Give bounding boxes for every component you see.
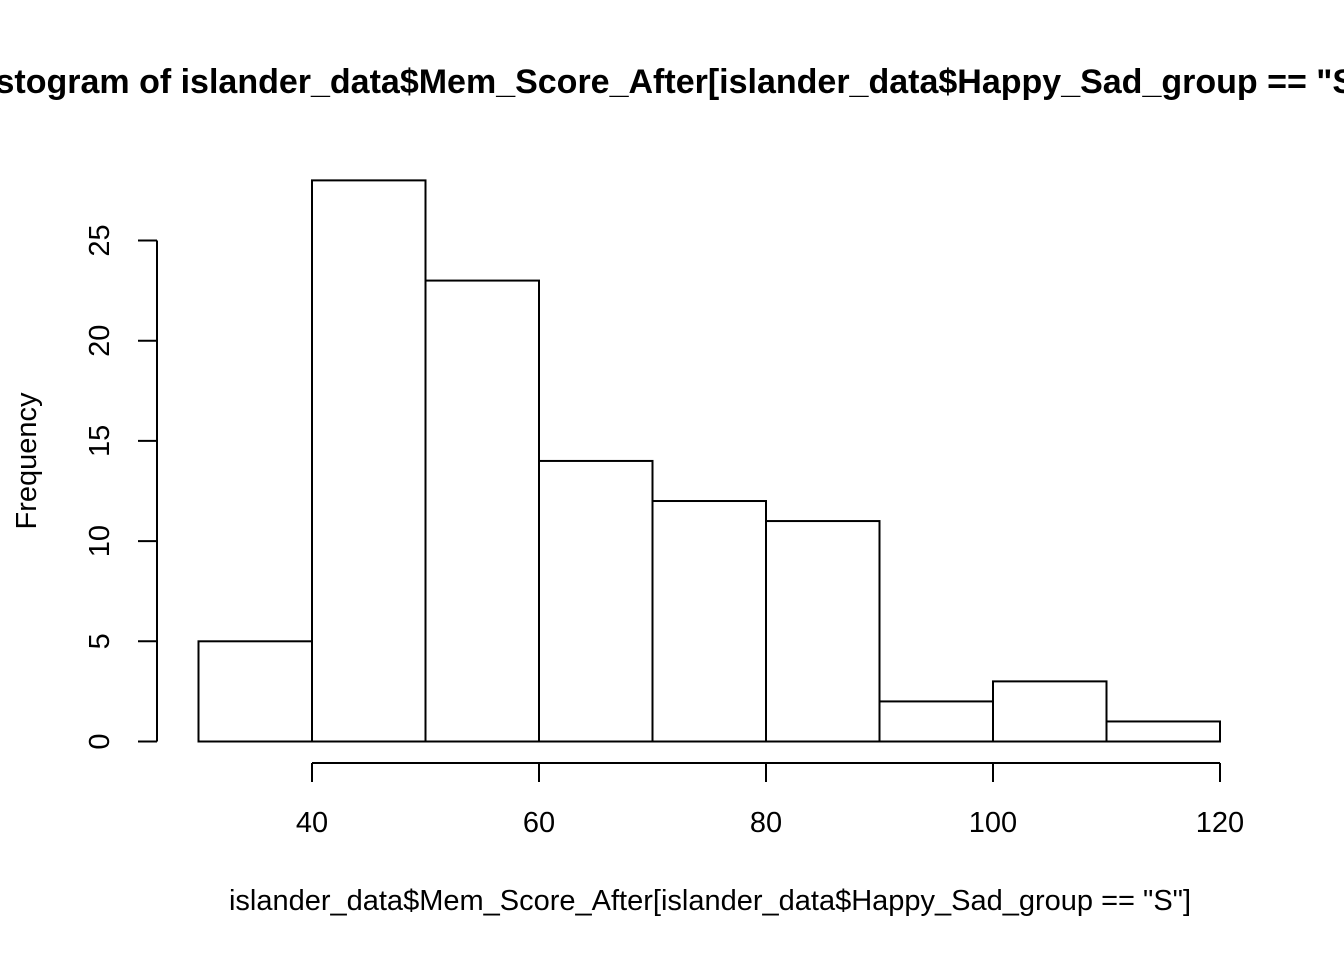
x-tick-label: 60 xyxy=(523,807,555,839)
chart-title: Histogram of islander_data$Mem_Score_Aft… xyxy=(0,63,1344,101)
histogram-bars xyxy=(197,179,1221,743)
y-tick-label: 20 xyxy=(84,325,116,357)
histogram-bar xyxy=(651,500,767,743)
x-tick-label: 100 xyxy=(969,807,1017,839)
histogram-bar xyxy=(311,179,427,743)
x-tick-label: 80 xyxy=(750,807,782,839)
histogram-bar xyxy=(765,520,881,743)
x-axis: 40 60 80 100 120 xyxy=(296,762,1244,839)
histogram-bar xyxy=(197,640,313,743)
histogram-bar xyxy=(878,700,994,743)
x-axis-label: islander_data$Mem_Score_After[islander_d… xyxy=(229,885,1191,917)
histogram-bar xyxy=(538,459,654,743)
y-axis: 0 5 10 15 20 25 xyxy=(84,224,158,750)
y-tick-label: 5 xyxy=(84,633,116,649)
histogram-bar xyxy=(1105,720,1221,743)
x-tick-label: 40 xyxy=(296,807,328,839)
y-axis-label: Frequency xyxy=(11,392,43,530)
y-tick-label: 0 xyxy=(84,733,116,749)
y-tick-label: 25 xyxy=(84,224,116,256)
histogram-bar xyxy=(424,279,540,743)
x-tick-label: 120 xyxy=(1196,807,1244,839)
y-tick-label: 10 xyxy=(84,525,116,557)
y-tick-label: 15 xyxy=(84,425,116,457)
histogram-bar xyxy=(992,680,1108,743)
